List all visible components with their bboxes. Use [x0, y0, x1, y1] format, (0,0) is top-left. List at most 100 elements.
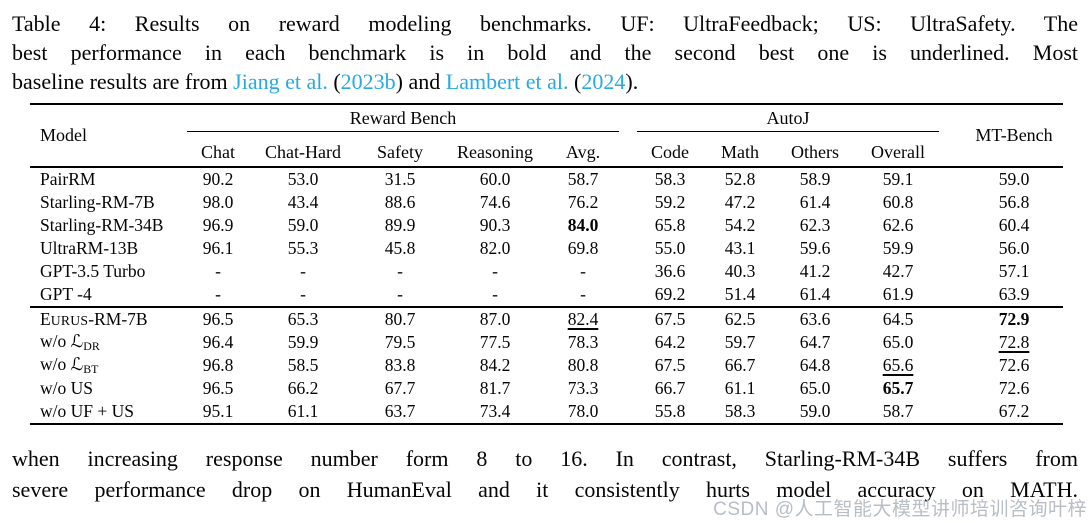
- value: 61.1: [287, 401, 319, 421]
- value: 65.0: [882, 332, 914, 352]
- value: 58.3: [654, 169, 686, 189]
- citation-link[interactable]: Lambert et al.: [445, 69, 569, 94]
- model-cell: w/o UF + US: [30, 400, 185, 425]
- value-cell: 59.1: [855, 167, 941, 191]
- value: 73.4: [479, 401, 511, 421]
- value: 95.1: [202, 401, 234, 421]
- value-cell: 69.2: [635, 283, 705, 307]
- value-cell: 62.3: [775, 214, 855, 237]
- value-cell: 31.5: [355, 167, 445, 191]
- value: 61.4: [799, 192, 831, 212]
- caption-line: baseline results are from Jiang et al. (…: [12, 67, 1078, 96]
- value-cell: -: [445, 260, 545, 283]
- value-cell: 42.7: [855, 260, 941, 283]
- column-gap: [941, 104, 966, 168]
- column-gap: [621, 260, 635, 283]
- value-cell: 58.3: [635, 167, 705, 191]
- value: 64.5: [882, 309, 914, 329]
- value-cell: 61.4: [775, 191, 855, 214]
- model-cell: w/o ℒDR: [30, 331, 185, 354]
- value-cell: 64.2: [635, 331, 705, 354]
- group-header-reward-bench: Reward Bench: [185, 104, 621, 138]
- value-cell: 55.0: [635, 237, 705, 260]
- value: 96.5: [202, 309, 234, 329]
- value: 58.5: [287, 355, 319, 375]
- value: 40.3: [724, 261, 756, 281]
- citation-link[interactable]: Jiang et al.: [233, 69, 328, 94]
- value-cell: 73.3: [545, 377, 621, 400]
- value-cell: 52.8: [705, 167, 775, 191]
- value-cell: 69.8: [545, 237, 621, 260]
- model-cell: Starling-RM-34B: [30, 214, 185, 237]
- value: 66.2: [287, 378, 319, 398]
- value-cell: 84.0: [545, 214, 621, 237]
- value: 72.6: [998, 355, 1030, 375]
- caption-text: ).: [625, 69, 639, 94]
- value: 64.2: [654, 332, 686, 352]
- column-gap: [621, 331, 635, 354]
- value: 65.7: [882, 378, 914, 398]
- citation-link[interactable]: 2023b: [340, 69, 396, 94]
- value-cell: 60.4: [965, 214, 1063, 237]
- caption-text: (: [568, 69, 582, 94]
- value: 64.7: [799, 332, 831, 352]
- model-name-part: w/o US: [40, 378, 93, 398]
- text-line: severe performance drop on HumanEval and…: [12, 477, 1078, 502]
- value: 78.0: [567, 401, 599, 421]
- value: 43.1: [724, 238, 756, 258]
- table-row: w/o UF + US 95.1 61.1 63.7 73.4 78.0 55.8 58.3 5…: [30, 400, 1064, 425]
- table-row: Starling-RM-34B 96.9 59.0 89.9 90.3 84.0 65.8 5…: [30, 214, 1063, 237]
- value: 36.6: [654, 261, 686, 281]
- model-cell: GPT-3.5 Turbo: [30, 260, 185, 283]
- value-cell: 82.4: [545, 306, 621, 331]
- text-line: when increasing response number form 8 t…: [12, 446, 1078, 471]
- citation-link[interactable]: 2024: [581, 69, 626, 94]
- value-cell: 81.7: [445, 377, 545, 400]
- value: 76.2: [567, 192, 599, 212]
- value: 84.0: [567, 215, 599, 235]
- value-cell: 96.9: [185, 214, 251, 237]
- value: -: [580, 284, 586, 304]
- value: 42.7: [882, 261, 914, 281]
- model-cell: EURUS-RM-7B: [30, 306, 185, 331]
- value: 55.8: [654, 401, 686, 421]
- value: 58.7: [882, 401, 914, 421]
- value: 88.6: [384, 192, 416, 212]
- value-cell: 80.8: [545, 354, 621, 377]
- col-header-others: Others: [775, 138, 855, 168]
- value-cell: 98.0: [185, 191, 251, 214]
- value-cell: -: [185, 260, 251, 283]
- value: 63.9: [998, 284, 1030, 304]
- value-cell: 67.2: [965, 400, 1064, 425]
- value-cell: 61.9: [855, 283, 941, 307]
- model-cell: Starling-RM-7B: [30, 191, 185, 214]
- mt-bench-label: MT-Bench: [975, 125, 1053, 145]
- value: 59.7: [724, 332, 756, 352]
- value: 55.3: [287, 238, 319, 258]
- value: 96.1: [202, 238, 234, 258]
- table-row: UltraRM-13B 96.1 55.3 45.8 82.0 69.8 55.0 43.1 5…: [30, 237, 1063, 260]
- value-cell: 66.7: [635, 377, 705, 400]
- value-cell: 64.8: [775, 354, 855, 377]
- autoj-rule: AutoJ: [637, 108, 940, 132]
- col-header-overall: Overall: [855, 138, 942, 168]
- column-gap: [621, 306, 635, 331]
- value-cell: 96.5: [185, 377, 251, 400]
- value: 58.3: [724, 401, 756, 421]
- value: -: [215, 261, 221, 281]
- value-cell: 90.3: [445, 214, 545, 237]
- value-cell: -: [251, 260, 355, 283]
- group-label-reward-bench: Reward Bench: [349, 108, 457, 128]
- value-cell: 61.1: [705, 377, 775, 400]
- value: 74.6: [479, 192, 511, 212]
- column-gap: [941, 283, 965, 307]
- value-cell: 53.0: [251, 167, 355, 191]
- value: 82.0: [479, 238, 511, 258]
- model-name-part: PairRM: [40, 169, 96, 189]
- caption-text: (: [327, 69, 341, 94]
- model-name-part: URUS: [50, 313, 89, 328]
- value-cell: 43.4: [251, 191, 355, 214]
- value: 62.5: [724, 309, 756, 329]
- value-cell: 96.1: [185, 237, 251, 260]
- value-cell: 64.5: [855, 306, 942, 331]
